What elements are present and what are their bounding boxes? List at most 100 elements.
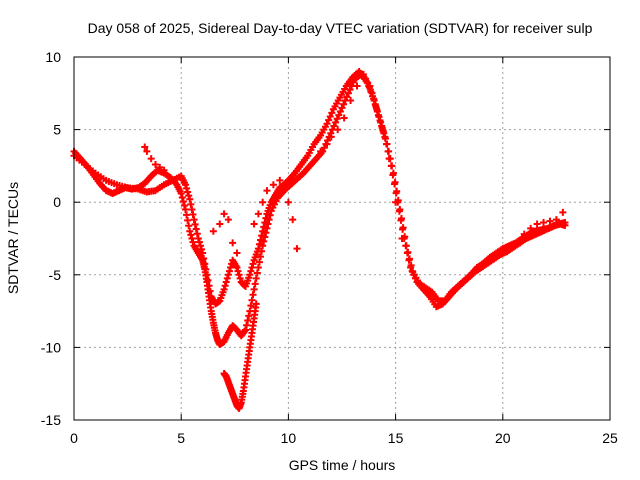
data-point-scattered [559, 208, 567, 216]
data-point-secondary [378, 122, 386, 130]
data-point-secondary [260, 223, 268, 231]
data-point-secondary [411, 274, 419, 282]
data-point-main [320, 144, 328, 152]
data-point-main [248, 296, 256, 304]
x-tick-label: 0 [70, 430, 78, 446]
data-point-scattered [216, 220, 224, 228]
data-point-secondary [257, 236, 265, 244]
data-point-secondary [189, 211, 197, 219]
data-point-secondary [202, 265, 210, 273]
data-point-secondary [326, 113, 334, 121]
data-point-secondary [184, 188, 192, 196]
data-point-secondary [185, 192, 193, 200]
data-point-main [343, 93, 351, 101]
data-point-main [177, 189, 185, 197]
data-point-secondary [408, 267, 416, 275]
plot-frame [73, 56, 611, 421]
data-point-secondary [221, 282, 229, 290]
data-point-scattered [151, 160, 159, 168]
data-point-scattered [250, 220, 258, 228]
data-point-scattered [229, 239, 237, 247]
data-point-scattered [220, 210, 228, 218]
data-point-scattered [263, 187, 271, 195]
data-point-secondary [187, 200, 195, 208]
data-point-secondary [200, 254, 208, 262]
data-point-scattered [284, 198, 292, 206]
data-point-main [333, 115, 341, 123]
x-tick-label: 5 [177, 430, 185, 446]
data-point-main [330, 122, 338, 130]
data-point-secondary [190, 216, 198, 224]
data-point-secondary [362, 75, 370, 83]
data-point-secondary [395, 207, 403, 215]
data-point-secondary [183, 184, 191, 192]
data-point-scattered [366, 82, 374, 90]
data-points [70, 68, 569, 412]
data-point-main [340, 100, 348, 108]
data-point-secondary [201, 260, 209, 268]
data-point-main [184, 216, 192, 224]
y-axis-label: SDTVAR / TECUs [5, 182, 21, 294]
data-point-secondary [259, 227, 267, 235]
data-point-secondary [235, 271, 243, 279]
data-point-secondary [392, 189, 400, 197]
x-axis-label: GPS time / hours [289, 457, 396, 473]
data-point-main [188, 235, 196, 242]
data-point-main [185, 222, 193, 230]
data-point-secondary [224, 271, 232, 279]
data-point-secondary [410, 271, 418, 279]
data-point-secondary [193, 230, 201, 238]
y-tick-label: -5 [49, 267, 62, 283]
data-point-secondary [204, 276, 212, 284]
data-point-secondary [403, 249, 411, 257]
data-point-scattered [141, 143, 149, 151]
data-point-secondary [254, 245, 262, 253]
data-point-scattered [546, 217, 554, 225]
data-point-secondary [181, 181, 189, 189]
data-point-secondary [368, 89, 376, 97]
data-point-secondary [196, 242, 204, 250]
data-point-secondary [194, 235, 202, 242]
data-point-scattered [392, 198, 400, 206]
data-point-main [335, 111, 343, 119]
data-point-scattered [289, 216, 297, 224]
data-point-scattered [372, 104, 380, 112]
data-point-secondary [233, 264, 241, 272]
data-point-scattered [160, 166, 168, 174]
data-point-secondary [262, 214, 270, 222]
data-point-secondary [323, 120, 331, 128]
data-point-scattered [340, 114, 348, 122]
data-point-main [179, 197, 187, 205]
data-point-secondary [370, 95, 378, 103]
data-point-secondary [328, 109, 336, 117]
data-point-secondary [402, 242, 410, 250]
data-point-scattered [398, 235, 406, 242]
data-point-secondary [225, 267, 233, 275]
data-point-secondary [247, 267, 255, 275]
data-point-secondary [325, 116, 333, 124]
data-point-main [187, 231, 195, 239]
data-point-main [244, 317, 252, 325]
data-point-scattered [533, 220, 541, 228]
data-point-main [254, 264, 262, 272]
x-tick-label: 20 [495, 430, 511, 446]
data-point-secondary [220, 285, 228, 293]
data-point-scattered [147, 155, 155, 163]
x-tick-label: 25 [602, 430, 618, 446]
data-point-scattered [327, 133, 335, 141]
data-point-scattered [323, 140, 331, 148]
data-point-scattered [353, 82, 361, 90]
data-point-secondary [376, 117, 384, 125]
data-point-scattered [259, 198, 267, 206]
data-point-main [252, 274, 260, 282]
data-point-main [247, 302, 255, 310]
data-point-main [181, 205, 189, 213]
y-tick-label: -10 [41, 339, 61, 355]
data-point-secondary [186, 195, 194, 203]
data-point-secondary [371, 100, 379, 108]
data-point-main [255, 258, 263, 266]
data-point-scattered [379, 126, 387, 134]
data-point-scattered [269, 181, 277, 189]
data-point-secondary [405, 256, 413, 264]
data-point-main [250, 285, 258, 293]
